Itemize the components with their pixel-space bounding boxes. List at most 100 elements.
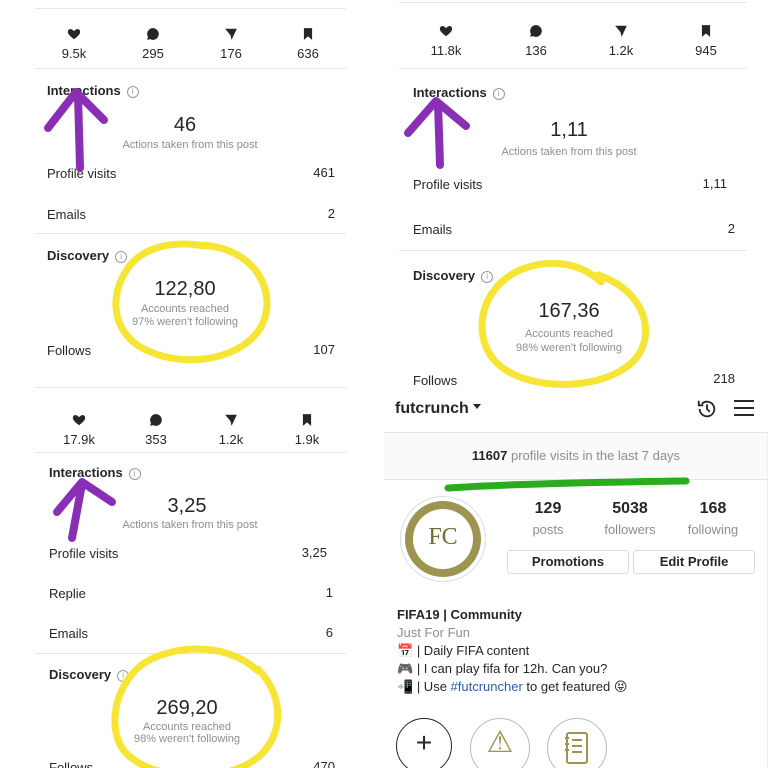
avatar[interactable]: FC	[400, 496, 486, 582]
reached-caption: Accounts reached	[524, 328, 614, 340]
posts-count-block[interactable]: 129 posts	[520, 500, 576, 537]
info-icon[interactable]: i	[492, 87, 505, 100]
info-icon[interactable]: i	[117, 669, 130, 682]
visits-count: 11607	[471, 448, 508, 463]
reached-caption: Accounts reached	[142, 721, 232, 733]
send-icon	[615, 25, 627, 37]
saves-stat: 1.9k	[277, 412, 337, 447]
follows-value: 107	[313, 342, 335, 357]
row-value: 1	[325, 585, 333, 600]
likes-stat: 11.8k	[416, 23, 476, 58]
interactions-heading: Interactions i	[47, 83, 139, 98]
calendar-icon: 📅	[397, 643, 414, 658]
highlight-notebook[interactable]	[547, 718, 607, 768]
warning-icon: ⚠	[486, 726, 514, 759]
highlight-warning[interactable]: ⚠	[470, 718, 530, 768]
follows-value: 470	[313, 759, 335, 768]
row-label: Emails	[49, 626, 89, 641]
shares-count: 176	[220, 46, 242, 61]
heart-icon	[72, 415, 86, 426]
row-value: 2	[727, 221, 735, 236]
row-label: Emails	[47, 207, 87, 222]
row-label: Profile visits	[47, 166, 117, 181]
likes-stat: 9.5k	[44, 26, 104, 61]
comment-icon	[147, 28, 159, 40]
discovery-heading: Discovery i	[47, 248, 128, 263]
row-value: 461	[313, 165, 335, 180]
reached-value: 122,80	[154, 278, 216, 300]
promotions-button[interactable]: Promotions	[507, 550, 629, 574]
follows-label: Follows	[49, 760, 94, 768]
following-count-block[interactable]: 168 following	[680, 500, 746, 537]
edit-profile-button[interactable]: Edit Profile	[633, 550, 755, 574]
info-icon[interactable]: i	[128, 467, 141, 480]
comment-icon	[530, 25, 542, 37]
shares-stat: 1.2k	[201, 412, 261, 447]
row-label: Emails	[413, 222, 453, 237]
discovery-heading: Discovery i	[49, 667, 130, 682]
row-value: 2	[327, 206, 335, 221]
follows-label: Follows	[47, 343, 92, 358]
gamepad-icon: 🎮	[397, 661, 414, 676]
phone-icon: 📲	[397, 679, 414, 694]
interactions-heading: Interactions i	[413, 85, 505, 100]
following-caption: 98% weren't following	[515, 342, 623, 354]
history-icon[interactable]	[696, 398, 718, 420]
profile-name: FIFA19 | Community	[397, 607, 522, 622]
profile-visits-banner[interactable]: 11607 profile visits in the last 7 days	[384, 433, 768, 480]
posts-label: posts	[532, 522, 564, 537]
likes-count: 9.5k	[61, 46, 87, 61]
row-value: 6	[325, 625, 333, 640]
saves-stat: 945	[676, 23, 736, 58]
avatar-inner: FC	[405, 501, 481, 577]
following-count: 168	[699, 500, 727, 517]
info-icon[interactable]: i	[126, 85, 139, 98]
bio-line-1: 📅 | Daily FIFA content	[397, 643, 530, 658]
shares-count: 1.2k	[218, 432, 244, 447]
followers-count-block[interactable]: 5038 followers	[598, 500, 662, 537]
info-icon[interactable]: i	[481, 270, 494, 283]
likes-count: 17.9k	[63, 432, 95, 447]
shares-count: 1.2k	[608, 43, 634, 58]
followers-count: 5038	[612, 500, 648, 517]
comments-stat: 353	[126, 412, 186, 447]
interactions-heading: Interactions i	[49, 465, 141, 480]
bookmark-icon	[302, 414, 312, 426]
row-value: 1,11	[702, 176, 727, 191]
username[interactable]: futcrunch	[395, 400, 469, 417]
actions-caption: Actions taken from this post	[122, 519, 258, 531]
new-highlight-button[interactable]: +	[396, 718, 452, 768]
reached-value: 269,20	[156, 697, 218, 719]
bookmark-icon	[303, 28, 313, 40]
saves-count: 1.9k	[294, 432, 320, 447]
row-label: Profile visits	[49, 546, 119, 561]
face-icon: 😝	[613, 679, 628, 694]
shares-stat: 1.2k	[591, 23, 651, 58]
send-icon	[225, 28, 237, 40]
hashtag-link[interactable]: #futcruncher	[450, 679, 523, 694]
following-caption: 97% weren't following	[131, 316, 239, 328]
plus-icon: +	[415, 727, 433, 758]
discovery-heading: Discovery i	[413, 268, 494, 283]
notebook-icon	[565, 732, 588, 764]
info-icon[interactable]: i	[115, 250, 128, 263]
actions-caption: Actions taken from this post	[501, 146, 637, 158]
comments-stat: 136	[506, 23, 566, 58]
actions-value: 1,11	[550, 119, 588, 141]
row-value: 3,25	[301, 545, 327, 560]
comments-count: 353	[145, 432, 167, 447]
heart-icon	[67, 29, 81, 40]
saves-count: 636	[297, 46, 319, 61]
comments-count: 295	[142, 46, 164, 61]
following-caption: 98% weren't following	[133, 733, 241, 745]
chevron-down-icon[interactable]	[473, 404, 481, 409]
actions-caption: Actions taken from this post	[122, 139, 258, 151]
send-icon	[225, 414, 237, 426]
profile-panel: futcrunch 11607 profile visits in the la…	[384, 386, 768, 768]
profile-body: FC 129 posts 5038 followers 168 followin…	[384, 480, 768, 768]
posts-count: 129	[534, 500, 562, 517]
follows-value: 218	[713, 371, 735, 385]
insights-panel-3: 17.9k 353 1.2k 1.9k Interactions i 3,25 A…	[35, 387, 346, 768]
menu-icon[interactable]	[734, 399, 754, 417]
heart-icon	[439, 26, 453, 37]
